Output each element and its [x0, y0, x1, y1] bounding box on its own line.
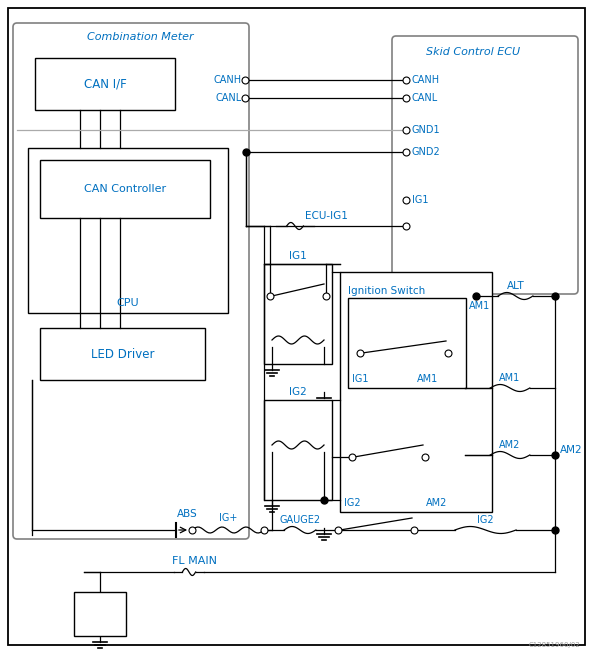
Text: ABS: ABS	[177, 509, 197, 519]
Text: IG1: IG1	[412, 195, 429, 205]
Text: Combination Meter: Combination Meter	[87, 32, 194, 42]
FancyBboxPatch shape	[13, 23, 249, 539]
Text: CANL: CANL	[412, 93, 438, 103]
Text: AM2: AM2	[560, 445, 583, 455]
Text: LED Driver: LED Driver	[91, 347, 154, 360]
Bar	[340, 272, 492, 512]
Bar	[348, 298, 466, 388]
Text: AM1: AM1	[417, 374, 438, 384]
Text: Skid Control ECU: Skid Control ECU	[426, 47, 520, 57]
Text: AM2: AM2	[499, 440, 521, 450]
Text: CAN Controller: CAN Controller	[84, 184, 166, 194]
Bar	[264, 400, 332, 500]
Text: IG2: IG2	[477, 515, 494, 525]
Text: AM2: AM2	[426, 498, 447, 508]
Text: CANL: CANL	[216, 93, 242, 103]
Text: ECU-IG1: ECU-IG1	[305, 211, 347, 221]
Text: CANH: CANH	[412, 75, 440, 85]
Text: FL MAIN: FL MAIN	[171, 556, 216, 566]
Text: CPU: CPU	[117, 298, 139, 308]
Text: GND2: GND2	[412, 147, 441, 157]
Text: AM1: AM1	[469, 301, 490, 311]
FancyBboxPatch shape	[392, 36, 578, 294]
Bar	[74, 592, 126, 636]
Text: Ignition Switch: Ignition Switch	[348, 286, 425, 296]
Text: IG2: IG2	[344, 498, 361, 508]
Text: CAN I/F: CAN I/F	[84, 78, 126, 91]
Text: CANH: CANH	[214, 75, 242, 85]
Text: AM1: AM1	[499, 373, 521, 383]
Text: GND1: GND1	[412, 125, 441, 135]
Text: IG+: IG+	[219, 513, 237, 523]
Text: IG2: IG2	[289, 387, 307, 397]
Bar	[40, 160, 210, 218]
Bar	[40, 328, 205, 380]
Text: GAUGE2: GAUGE2	[279, 515, 321, 525]
Text: IG1: IG1	[352, 374, 368, 384]
Bar	[35, 58, 175, 110]
Text: C12851960/02: C12851960/02	[528, 642, 580, 648]
Bar	[264, 264, 332, 364]
Text: IG1: IG1	[289, 251, 307, 261]
Text: ALT: ALT	[506, 281, 524, 291]
Bar	[28, 148, 228, 313]
